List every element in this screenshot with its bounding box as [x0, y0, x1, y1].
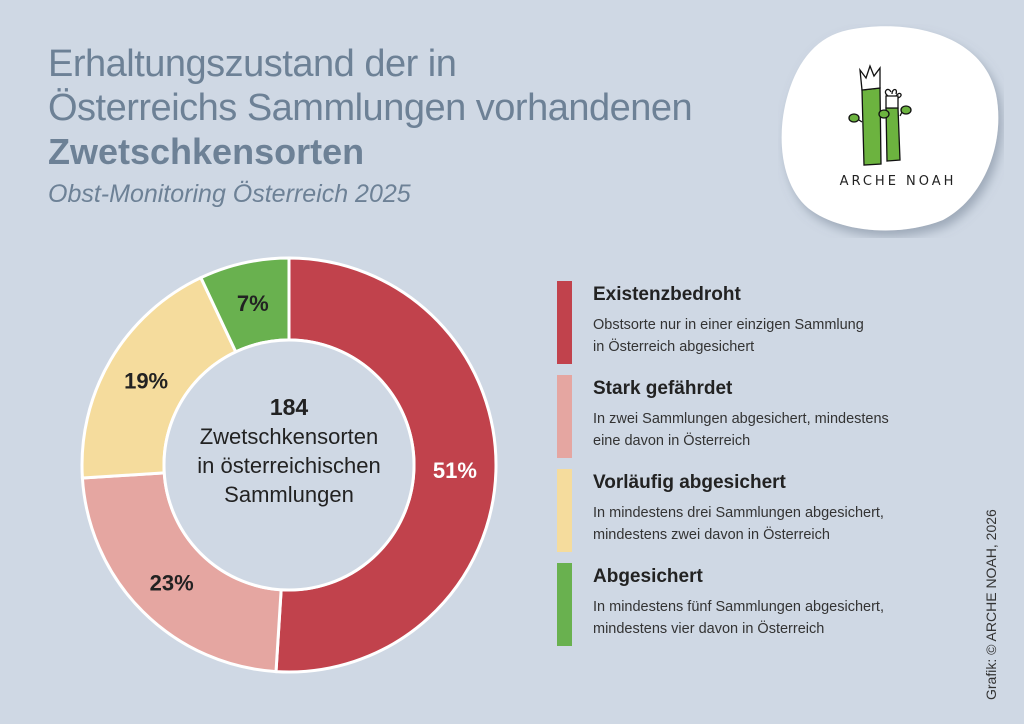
legend-item-vorlaeufig-abgesichert: Vorläufig abgesichert In mindestens drei… [557, 469, 957, 552]
legend-desc-line-1: In mindestens drei Sammlungen abgesicher… [593, 505, 884, 521]
legend-desc-line-1: In mindestens fünf Sammlungen abgesicher… [593, 599, 884, 615]
center-label-2: in österreichischen [197, 453, 381, 478]
legend-desc-line-1: In zwei Sammlungen abgesichert, mindeste… [593, 411, 889, 427]
legend-swatch [557, 469, 572, 552]
legend-title: Vorläufig abgesichert [593, 472, 786, 493]
center-label-1: Zwetschkensorten [199, 424, 379, 449]
title-line-3: Zwetschkensorten [48, 131, 365, 172]
legend-item-stark-gefaehrdet: Stark gefährdet In zwei Sammlungen abges… [557, 375, 957, 458]
legend-desc-line-2: mindestens zwei davon in Österreich [593, 527, 830, 543]
legend-title: Existenzbedroht [593, 284, 741, 305]
legend-desc: In zwei Sammlungen abgesichert, mindeste… [593, 408, 963, 452]
logo-text: ARCHE NOAH [839, 174, 957, 189]
legend-swatch [557, 563, 572, 646]
legend-desc: Obstsorte nur in einer einzigen Sammlung… [593, 314, 963, 358]
legend-desc-line-1: Obstsorte nur in einer einzigen Sammlung [593, 317, 864, 333]
chart-header: Erhaltungszustand der in Österreichs Sam… [48, 42, 693, 210]
legend-item-existenzbedroht: Existenzbedroht Obstsorte nur in einer e… [557, 281, 957, 364]
logo-badge [781, 26, 999, 231]
center-total: 184 [269, 394, 309, 420]
plant-stalks-logo-icon [848, 64, 912, 166]
donut-center: 184 Zwetschkensorten in österreichischen… [164, 392, 414, 509]
legend-desc-line-2: eine davon in Österreich [593, 433, 751, 449]
center-label-3: Sammlungen [224, 482, 354, 507]
slice-label: 23% [150, 570, 194, 595]
legend-swatch [557, 375, 572, 458]
donut-hole [162, 338, 416, 592]
slice-label: 51% [433, 458, 477, 483]
legend-desc-line-2: in Österreich abgesichert [593, 339, 755, 355]
title-line-1: Erhaltungszustand der in [48, 43, 457, 85]
legend: Existenzbedroht Obstsorte nur in einer e… [557, 281, 957, 657]
legend-title: Stark gefährdet [593, 378, 733, 399]
slice-label: 7% [237, 291, 269, 316]
legend-desc: In mindestens drei Sammlungen abgesicher… [593, 502, 963, 546]
title-line-2: Österreichs Sammlungen vorhandenen [48, 87, 693, 129]
legend-title: Abgesichert [593, 566, 703, 587]
subtitle: Obst-Monitoring Österreich 2025 [48, 180, 411, 208]
slice-label: 19% [124, 368, 168, 393]
legend-desc-line-2: mindestens vier davon in Österreich [593, 621, 825, 637]
legend-item-abgesichert: Abgesichert In mindestens fünf Sammlunge… [557, 563, 957, 646]
legend-swatch [557, 281, 572, 364]
legend-desc: In mindestens fünf Sammlungen abgesicher… [593, 596, 963, 640]
credit: Grafik: © ARCHE NOAH, 2026 [983, 509, 999, 700]
